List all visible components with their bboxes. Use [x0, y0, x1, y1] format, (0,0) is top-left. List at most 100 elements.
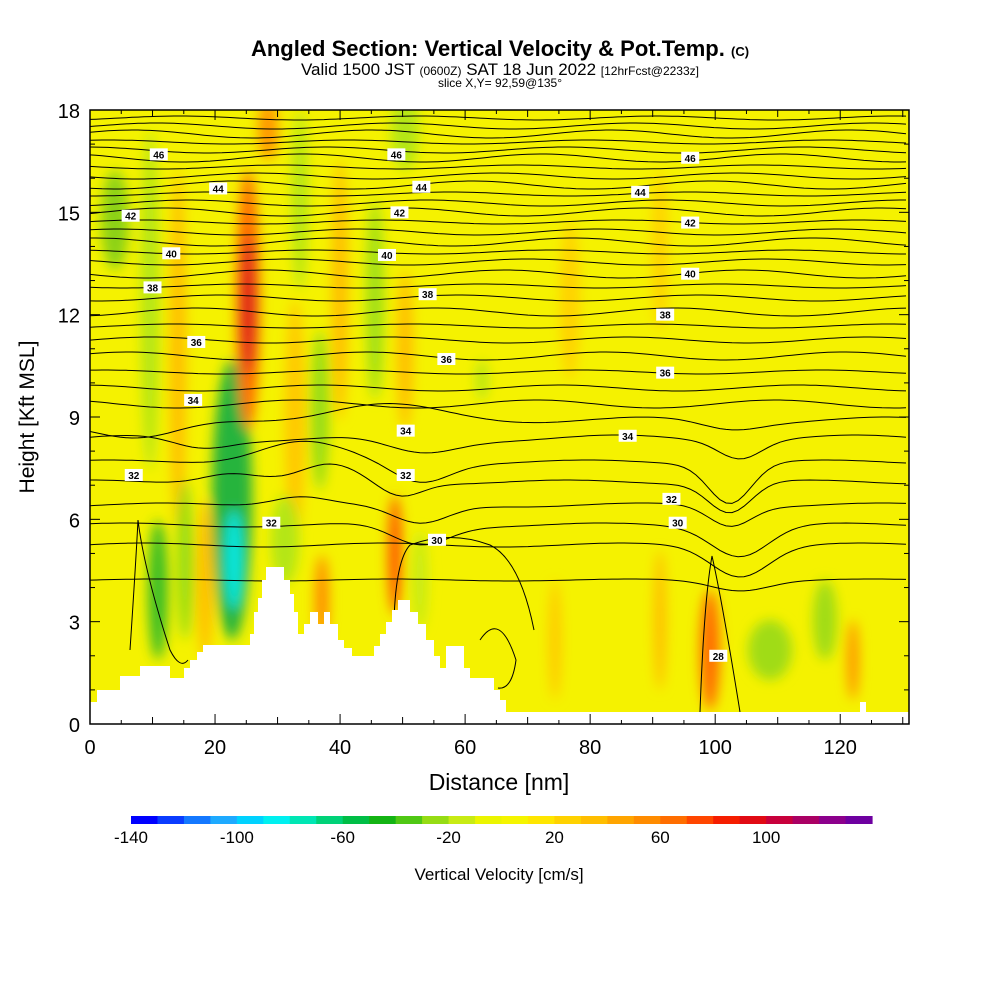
- contour-label: 32: [400, 471, 412, 482]
- velocity-cell: [847, 620, 859, 700]
- isentrope-line: [90, 434, 907, 460]
- contour-label: 44: [213, 184, 225, 195]
- velocity-cell: [652, 170, 668, 330]
- colorbar-swatch: [792, 816, 820, 824]
- contour-label-bg: [418, 288, 437, 301]
- contour-label-bg: [681, 216, 700, 229]
- colorbar-swatch: [845, 816, 873, 824]
- contour-label-bg: [121, 209, 140, 222]
- contour-label: 32: [666, 495, 678, 506]
- velocity-cell: [177, 480, 193, 640]
- isentrope-line: [90, 351, 907, 361]
- y-tick-label: 18: [58, 101, 80, 123]
- isentrope-line: [90, 496, 907, 527]
- chart-title: Angled Section: Vertical Velocity & Pot.…: [0, 36, 1000, 62]
- contour-label: 32: [128, 471, 140, 482]
- forecast-info: [12hrFcst@2233z]: [600, 64, 699, 78]
- x-tick-label: 100: [699, 737, 732, 759]
- velocity-cell: [397, 270, 413, 430]
- contour-label-bg: [412, 180, 431, 193]
- y-axis-label: Height [Kft MSL]: [16, 341, 39, 494]
- colorbar-swatch: [289, 816, 317, 824]
- isentrope-line: [90, 172, 907, 180]
- colorbar-swatch: [342, 816, 370, 824]
- isentrope-line: [90, 369, 907, 375]
- isentrope-line: [90, 122, 907, 130]
- isentrope-line: [90, 336, 907, 344]
- contour-label-bg: [662, 492, 681, 505]
- valid-utc: (0600Z): [419, 64, 462, 78]
- x-tick-labels: 0 20 40 60 80 100 120: [84, 737, 856, 759]
- colorbar-swatch: [713, 816, 741, 824]
- y-tick-label: 12: [58, 306, 80, 328]
- isentrope-line: [90, 199, 906, 207]
- contour-label: 46: [153, 150, 165, 161]
- colorbar-swatch: [607, 816, 635, 824]
- isentrope-line: [90, 207, 907, 217]
- velocity-cell: [225, 510, 243, 610]
- contour-label: 40: [166, 249, 178, 260]
- velocity-cell: [560, 220, 580, 380]
- contour-label-bg: [262, 516, 281, 529]
- contour-label: 30: [672, 519, 684, 530]
- contour-label: 38: [147, 283, 159, 294]
- contour-label-bg: [618, 429, 637, 442]
- velocity-cell: [412, 530, 428, 630]
- contour-label-bg: [187, 335, 206, 348]
- colorbar-tick-label: 20: [545, 828, 564, 847]
- contour-label: 34: [188, 396, 200, 407]
- isentrope-line: [699, 555, 741, 713]
- contour-label-bg: [209, 182, 228, 195]
- contour-label-bg: [709, 649, 728, 662]
- contour-labels: 46 46 46 44 44 44 42 42 42 40 40 40 38 38 38 36 36 36 34 34…: [121, 148, 728, 663]
- contour-label-bg: [437, 353, 456, 366]
- isentrope-line: [90, 219, 907, 225]
- contour-label: 46: [391, 150, 403, 161]
- isentrope-line: [393, 537, 535, 631]
- colorbar-swatch: [766, 816, 794, 824]
- contour-label-bg: [668, 516, 687, 529]
- contour-label-bg: [390, 206, 409, 219]
- x-tick-label: 60: [454, 737, 476, 759]
- isentrope-line: [90, 399, 907, 409]
- contour-label: 42: [394, 208, 406, 219]
- isentrope-line: [479, 628, 517, 689]
- velocity-cell: [292, 110, 308, 290]
- title-main: Angled Section: Vertical Velocity & Pot.…: [250, 36, 725, 61]
- colorbar-swatch: [475, 816, 503, 824]
- velocity-cell: [813, 580, 837, 660]
- y-tick-label: 0: [69, 715, 80, 737]
- colorbar-swatch: [183, 816, 211, 824]
- colorbar-swatch: [819, 816, 847, 824]
- colorbar-swatch: [633, 816, 661, 824]
- colorbar-swatch: [210, 816, 238, 824]
- axis-ticks: [89, 109, 909, 725]
- contour-label-bg: [631, 185, 650, 198]
- contour-label: 30: [431, 536, 443, 547]
- contour-label: 38: [422, 290, 434, 301]
- y-tick-label: 9: [69, 408, 80, 430]
- contour-label: 34: [400, 427, 412, 438]
- valid-time: Valid 1500 JST: [300, 60, 415, 79]
- isentrope-line: [90, 146, 907, 154]
- isentrope-line: [90, 153, 907, 163]
- colorbar-tick-label: -20: [436, 828, 461, 847]
- contour-label: 36: [191, 338, 203, 349]
- colorbar-swatch: [369, 816, 397, 824]
- isentrope-line: [90, 307, 907, 317]
- colorbar-tick-label: 100: [752, 828, 780, 847]
- contour-label-bg: [396, 468, 415, 481]
- isentrope-line: [90, 440, 907, 504]
- y-tick-label: 3: [69, 613, 80, 635]
- colorbar-tick-label: 60: [651, 828, 670, 847]
- colorbar-swatch: [660, 816, 688, 824]
- isentrope-line: [90, 578, 907, 592]
- contour-label: 46: [685, 154, 697, 165]
- isentrope-line: [90, 402, 907, 439]
- contour-label-bg: [387, 148, 406, 161]
- contour-label: 44: [416, 183, 428, 194]
- isentrope-line: [90, 237, 907, 247]
- contour-label: 32: [266, 519, 278, 530]
- colorbar-swatch: [686, 816, 714, 824]
